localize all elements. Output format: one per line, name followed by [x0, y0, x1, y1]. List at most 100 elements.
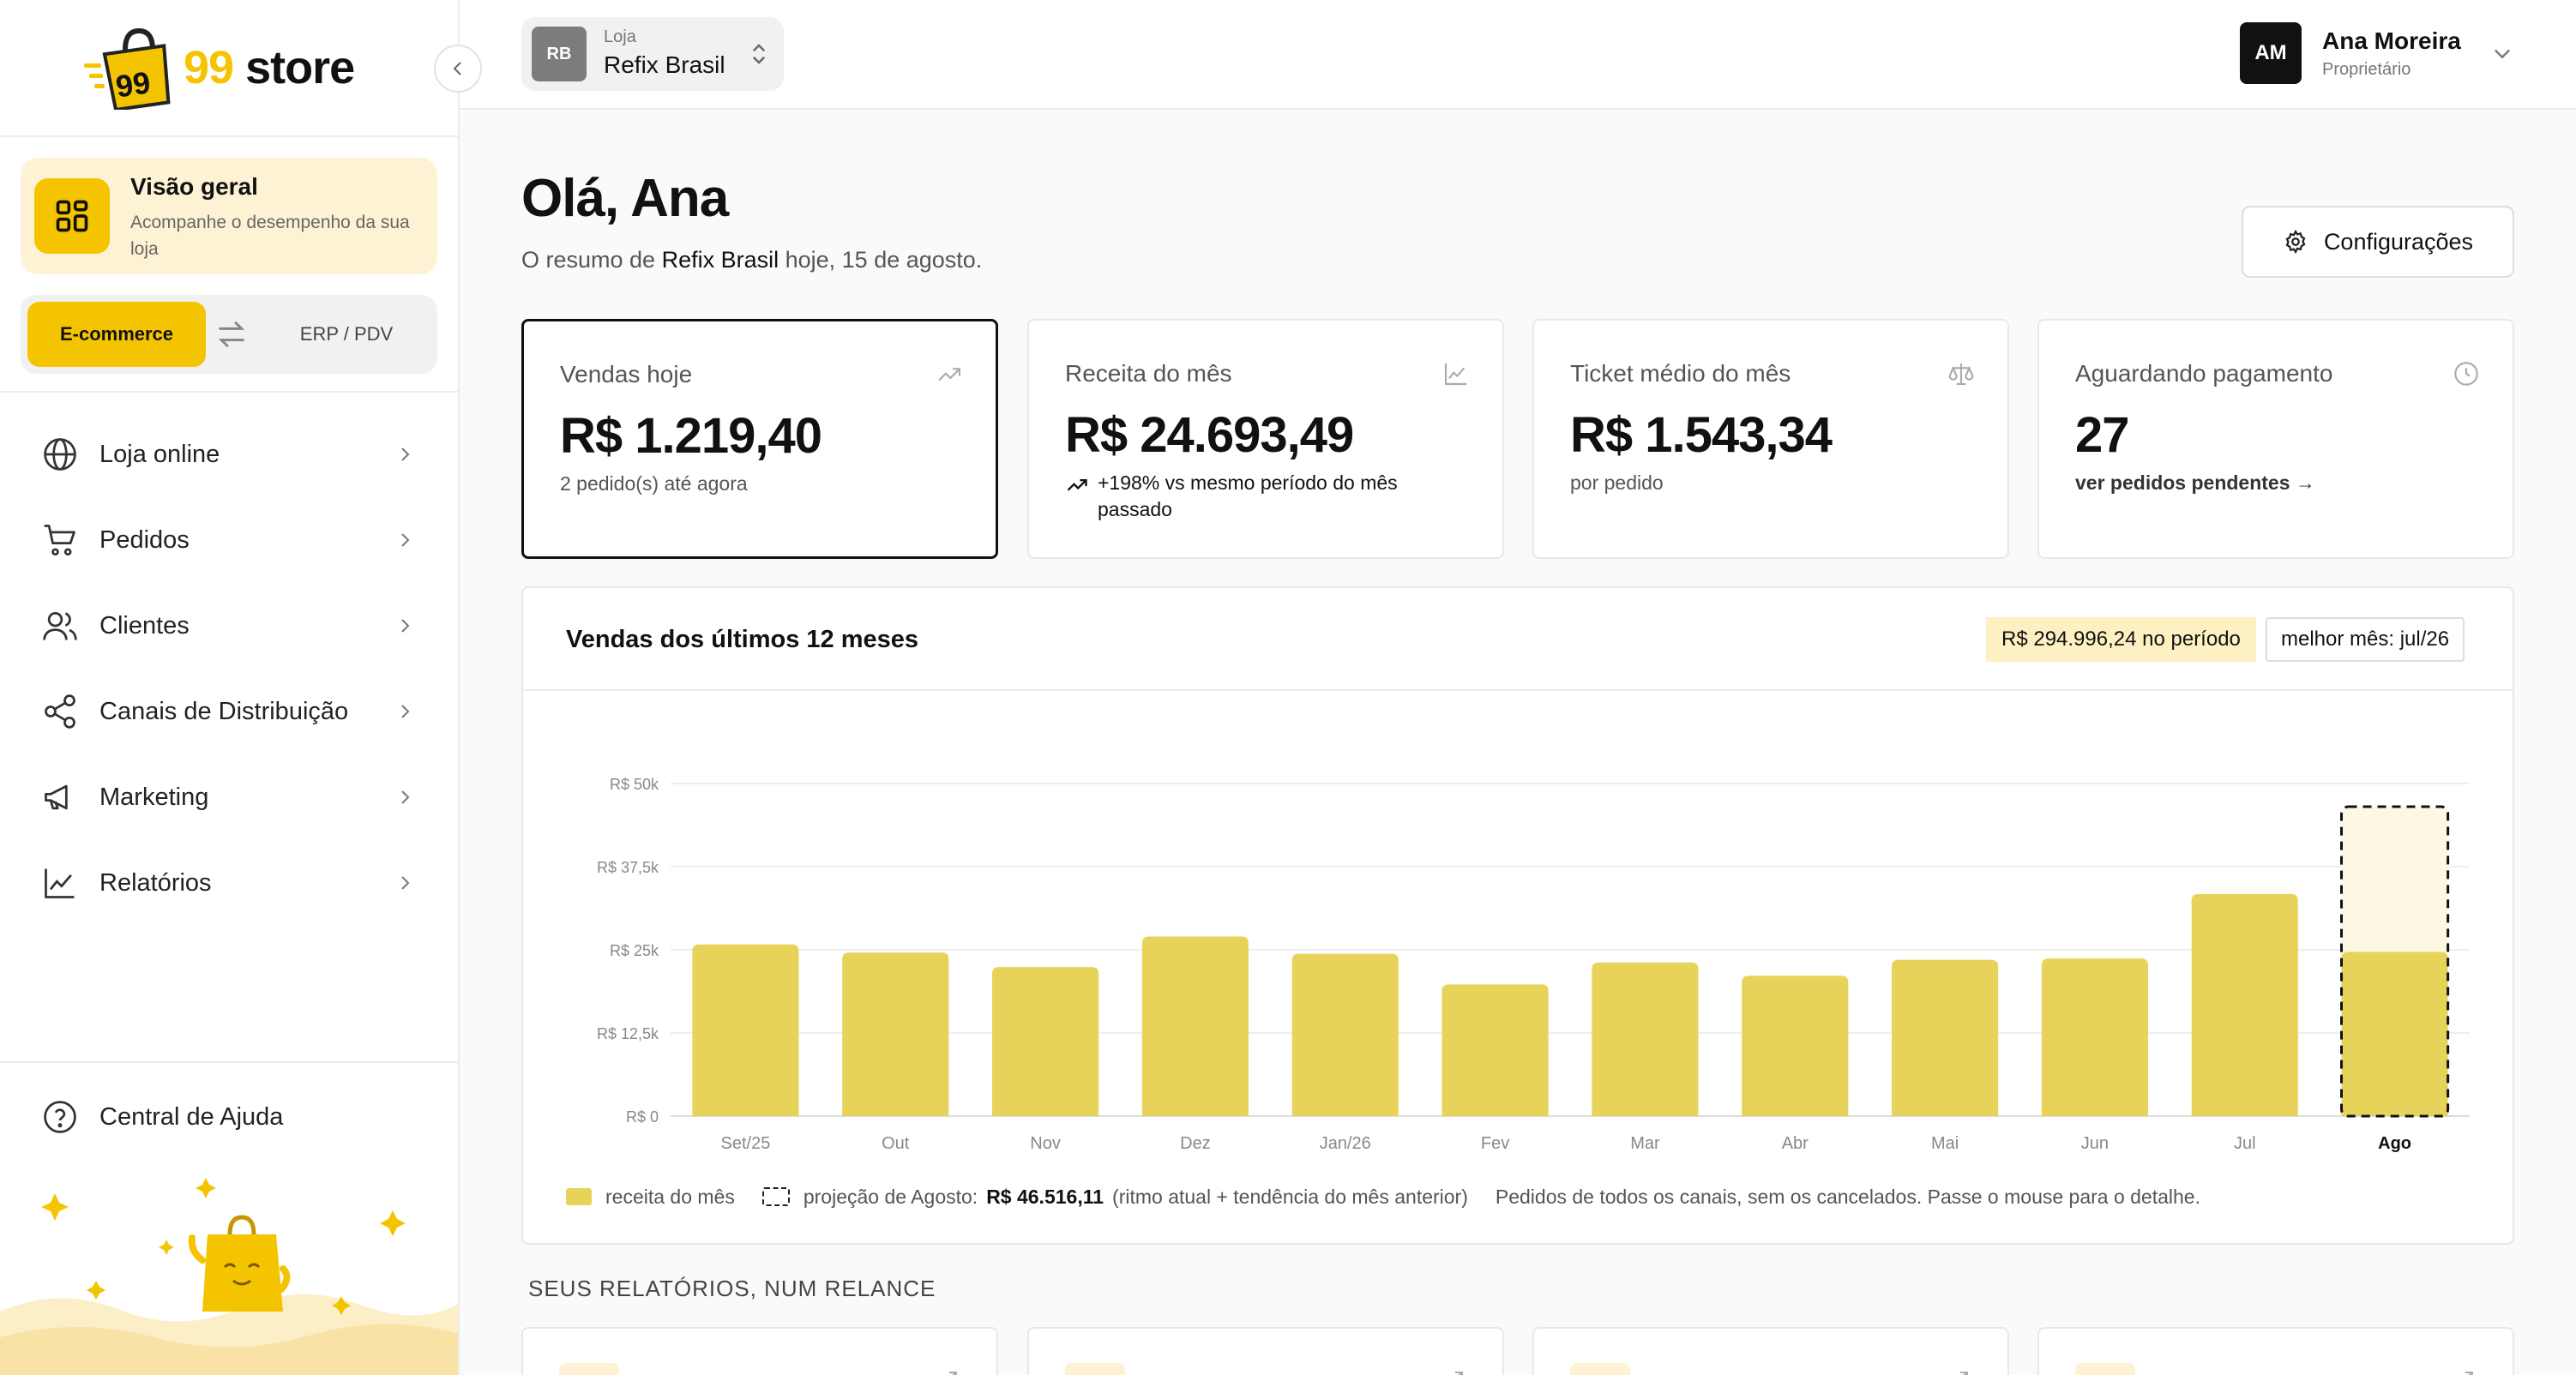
overview-title: Visão geral — [130, 173, 258, 200]
x-tick-label: Jul — [2234, 1134, 2256, 1153]
chevron-down-icon — [2495, 49, 2510, 59]
brand-wordmark: 99 store — [184, 42, 355, 93]
legend-swatch-revenue — [566, 1188, 592, 1205]
kpi-value: R$ 24.693,49 — [1065, 407, 1354, 463]
report-card[interactable] — [1532, 1327, 2009, 1375]
chart-legend: receita do mês projeção de Agosto: R$ 46… — [566, 1180, 2200, 1214]
bar — [2191, 893, 2298, 1116]
store-avatar: RB — [532, 27, 587, 81]
bar — [2041, 958, 2148, 1116]
sidebar: 99 99 store Visão geral Acompanhe o dese… — [0, 0, 460, 1375]
chevron-right-icon — [401, 619, 410, 633]
legend-projection-value: R$ 46.516,11 — [986, 1185, 1104, 1208]
page-subtitle: O resumo de Refix Brasil hoje, 15 de ago… — [521, 247, 983, 273]
overview-subtitle: Acompanhe o desempenho da sua loja — [130, 213, 410, 259]
sidebar-item-clientes[interactable]: Clientes — [0, 583, 458, 669]
user-role: Proprietário — [2322, 60, 2411, 79]
sidebar-item-label: Relatórios — [99, 868, 212, 897]
sidebar-item-pedidos[interactable]: Pedidos — [0, 497, 458, 583]
arrow-up-right-icon — [1960, 1372, 1968, 1375]
chevron-right-icon — [401, 876, 410, 890]
erp-pdv-tab[interactable]: ERP / PDV — [299, 323, 394, 345]
kpi-title: Vendas hoje — [560, 361, 693, 387]
x-tick-label: Out — [882, 1134, 910, 1153]
sidebar-item-relatorios[interactable]: Relatórios — [0, 840, 458, 926]
sidebar-item-label: Marketing — [99, 783, 209, 811]
kpi-title: Receita do mês — [1065, 360, 1232, 387]
legend-projection-note: (ritmo atual + tendência do mês anterior… — [1112, 1185, 1468, 1208]
x-tick-label: Jan/26 — [1320, 1134, 1371, 1153]
collapse-sidebar-button[interactable] — [434, 45, 482, 93]
report-card[interactable] — [521, 1327, 998, 1375]
user-menu[interactable]: AM Ana Moreira Proprietário — [2240, 22, 2549, 87]
bar — [1742, 976, 1849, 1116]
trend-up-icon — [1067, 479, 1087, 491]
avatar: AM — [2240, 22, 2302, 84]
cart-icon — [44, 525, 75, 556]
sidebar-item-canais[interactable]: Canais de Distribuição — [0, 669, 458, 754]
report-card[interactable] — [1027, 1327, 1504, 1375]
bar — [992, 967, 1099, 1116]
globe-icon — [44, 438, 76, 471]
sidebar-nav: Loja online Pedidos Clientes Canais de D… — [0, 411, 458, 926]
x-tick-label: Jun — [2081, 1134, 2109, 1153]
period-total-badge: R$ 294.996,24 no período — [1986, 617, 2256, 662]
chart-footnote: Pedidos de todos os canais, sem os cance… — [1495, 1185, 2200, 1208]
divider — [523, 689, 2513, 691]
kpi-card-average-ticket[interactable]: Ticket médio do mês R$ 1.543,34 por pedi… — [1532, 319, 2009, 559]
top-header: RB Loja Refix Brasil AM Ana Moreira Prop… — [460, 0, 2576, 110]
best-month-badge: melhor mês: jul/26 — [2266, 617, 2465, 662]
kpi-card-monthly-revenue[interactable]: Receita do mês R$ 24.693,49 +198% vs mes… — [1027, 319, 1504, 559]
kpi-value: 27 — [2075, 407, 2130, 463]
x-tick-label: Dez — [1180, 1134, 1211, 1153]
divider — [0, 391, 458, 393]
kpi-card-sales-today[interactable]: Vendas hoje R$ 1.219,40 2 pedido(s) até … — [521, 319, 998, 559]
mascot-illustration — [0, 1178, 458, 1375]
report-icon — [2075, 1363, 2135, 1375]
help-center-label: Central de Ajuda — [99, 1102, 284, 1131]
report-card[interactable] — [2037, 1327, 2514, 1375]
kpi-title: Ticket médio do mês — [1570, 360, 1791, 387]
arrow-up-right-icon — [2465, 1372, 2473, 1375]
help-circle-icon — [44, 1101, 76, 1133]
reports-section-title: SEUS RELATÓRIOS, NUM RELANCE — [528, 1276, 936, 1301]
x-tick-label: Fev — [1481, 1134, 1509, 1153]
brand-logo[interactable]: 99 99 store — [82, 26, 355, 110]
store-caption: Loja — [604, 27, 636, 46]
help-center-link[interactable]: Central de Ajuda — [41, 1096, 283, 1138]
y-tick-label: R$ 50k — [610, 776, 659, 793]
store-selector[interactable]: RB Loja Refix Brasil — [521, 17, 784, 91]
scale-icon — [1948, 363, 1974, 386]
overview-card[interactable]: Visão geral Acompanhe o desempenho da su… — [21, 158, 437, 274]
channel-toggle: E-commerce ERP / PDV — [21, 295, 437, 374]
report-icon — [559, 1363, 619, 1375]
line-chart-icon — [45, 868, 75, 898]
pending-orders-link[interactable]: ver pedidos pendentes → — [2075, 471, 2315, 494]
kpi-subtext: 2 pedido(s) até agora — [560, 472, 748, 495]
bar — [1441, 984, 1549, 1116]
logo-row: 99 99 store — [0, 0, 458, 137]
kpi-card-awaiting-payment[interactable]: Aguardando pagamento 27 ver pedidos pend… — [2037, 319, 2514, 559]
sidebar-item-loja-online[interactable]: Loja online — [0, 411, 458, 497]
chevron-right-icon — [401, 533, 410, 547]
settings-label: Configurações — [2323, 228, 2474, 255]
sidebar-item-label: Canais de Distribuição — [99, 697, 349, 725]
bar — [1141, 936, 1249, 1116]
report-icon — [1570, 1363, 1630, 1375]
dashboard-grid-icon — [34, 178, 110, 254]
kpi-trend-text: +198% vs mesmo período do mês passado — [1098, 471, 1398, 520]
arrow-up-right-icon — [1455, 1372, 1463, 1375]
settings-button[interactable]: Configurações — [2242, 206, 2514, 278]
bar — [2341, 952, 2448, 1116]
swap-arrows-icon[interactable] — [214, 317, 249, 351]
kpi-trend: +198% vs mesmo período do mês passado — [1065, 470, 1434, 523]
arrow-up-right-icon — [949, 1372, 957, 1375]
y-tick-label: R$ 0 — [626, 1108, 659, 1126]
x-tick-label: Set/25 — [721, 1134, 771, 1153]
ecommerce-tab[interactable]: E-commerce — [27, 302, 206, 367]
page-title: Olá, Ana — [521, 169, 729, 228]
legend-swatch-projection — [761, 1187, 790, 1206]
chevron-right-icon — [401, 790, 410, 804]
chart-title: Vendas dos últimos 12 meses — [566, 626, 919, 653]
sidebar-item-marketing[interactable]: Marketing — [0, 754, 458, 840]
